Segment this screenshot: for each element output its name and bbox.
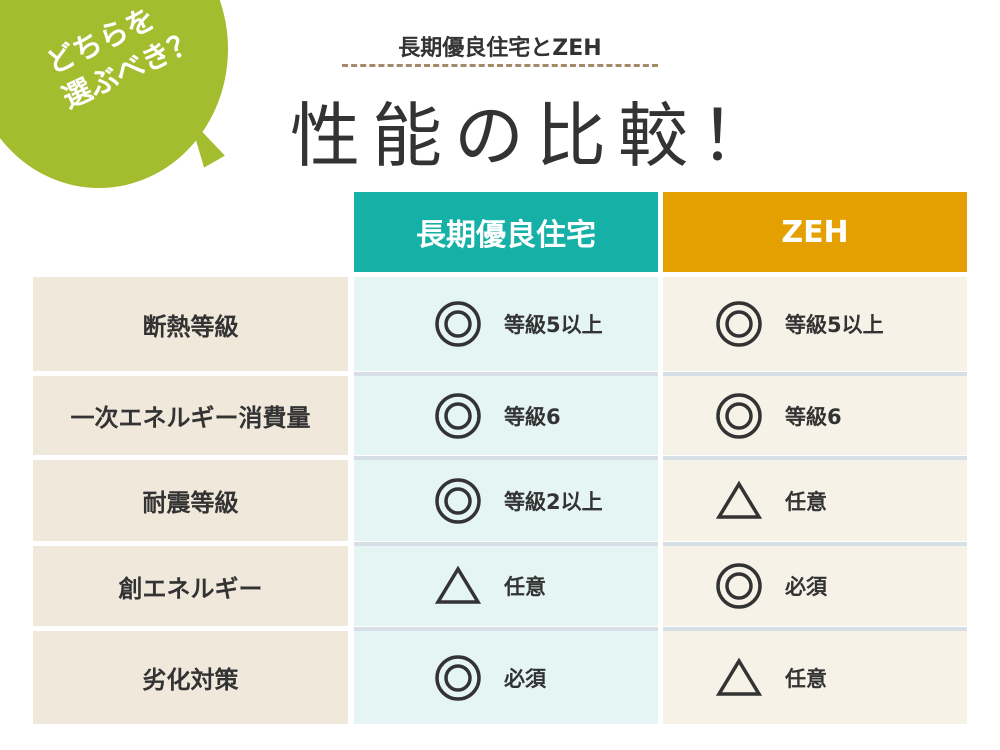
- subtitle: 長期優良住宅とZEH: [398, 36, 602, 61]
- double-circle-icon: [434, 477, 504, 525]
- row-divider: [663, 627, 967, 631]
- row-label: 創エネルギー: [33, 546, 348, 626]
- column-header-zeh: ZEH: [663, 192, 967, 272]
- cell-text: 必須: [785, 575, 827, 599]
- double-circle-icon: [715, 300, 785, 348]
- cell-text: 必須: [504, 666, 546, 691]
- page-title: 性能の比較！: [290, 95, 782, 177]
- table-cell: 等級6: [354, 376, 658, 455]
- table-cell: 等級5以上: [354, 277, 658, 371]
- triangle-icon: [715, 477, 785, 525]
- cell-text: 任意: [504, 575, 546, 599]
- dashed-divider: [342, 64, 658, 67]
- table-cell: 必須: [354, 631, 658, 724]
- row-label: 一次エネルギー消費量: [33, 376, 348, 455]
- cell-text: 等級5以上: [785, 313, 884, 337]
- row-label: 耐震等級: [33, 460, 348, 541]
- row-divider: [663, 542, 967, 546]
- row-divider: [663, 456, 967, 460]
- row-divider: [663, 372, 967, 376]
- row-label: 断熱等級: [33, 277, 348, 371]
- row-divider: [354, 627, 658, 631]
- double-circle-icon: [715, 562, 785, 610]
- row-divider: [354, 456, 658, 460]
- double-circle-icon: [434, 654, 504, 702]
- row-label: 劣化対策: [33, 631, 348, 724]
- triangle-icon: [715, 654, 785, 702]
- table-cell: 等級5以上: [663, 277, 967, 371]
- column-header-long-term: 長期優良住宅: [354, 192, 658, 272]
- triangle-icon: [434, 562, 504, 610]
- cell-text: 等級6: [785, 404, 842, 429]
- cell-text: 等級5以上: [504, 313, 603, 337]
- cell-text: 任意: [785, 666, 827, 691]
- table-cell: 等級2以上: [354, 460, 658, 541]
- cell-text: 等級6: [504, 404, 561, 429]
- cell-text: 任意: [785, 489, 827, 514]
- double-circle-icon: [434, 300, 504, 348]
- row-divider: [354, 542, 658, 546]
- cell-text: 等級2以上: [504, 489, 603, 514]
- table-cell: 必須: [663, 546, 967, 626]
- double-circle-icon: [434, 392, 504, 440]
- row-divider: [354, 372, 658, 376]
- double-circle-icon: [715, 392, 785, 440]
- table-cell: 任意: [663, 631, 967, 724]
- table-cell: 任意: [354, 546, 658, 626]
- table-cell: 等級6: [663, 376, 967, 455]
- table-cell: 任意: [663, 460, 967, 541]
